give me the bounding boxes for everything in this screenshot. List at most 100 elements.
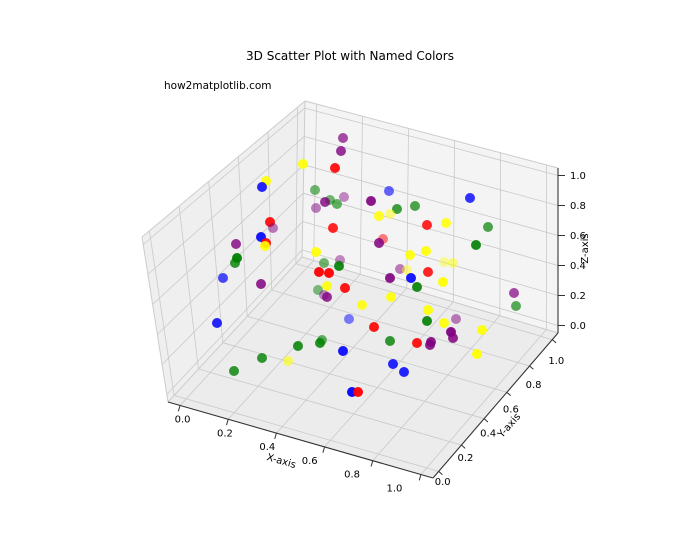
box-edge [141,100,306,238]
scatter-point-yellow [283,356,293,366]
gridline-y-leftpane [149,230,175,396]
gridline-z-leftpane [166,249,303,395]
scatter-point-red [369,322,379,332]
y-tick-mark [461,444,466,449]
gridline-y-floor [222,342,485,420]
scatter-point-blue [399,367,409,377]
x-axis-label: X-axis [265,452,297,471]
scatter-point-green [310,185,320,195]
scatter-point-red [423,267,433,277]
scatter-point-red [330,163,340,173]
scatter-point-blue [388,359,398,369]
watermark-text: how2matplotlib.com [164,80,272,92]
y-axis-line [432,332,559,479]
scatter-point-red [353,387,363,397]
z-tick-label: 0.2 [570,291,586,302]
gridline-y-leftpane [237,156,248,317]
scatter-point-green [229,366,239,376]
scatter-point-purple [451,314,461,324]
scatter-point-purple [339,192,349,202]
y-tick-label: 0.6 [503,404,519,415]
z-tick-label: 0.4 [570,261,586,272]
scatter-point-purple [385,273,395,283]
scatter-point-purple [320,197,330,207]
scatter-point-blue [218,273,228,283]
y-tick-label: 1.0 [548,356,564,367]
x-tick-label: 0.4 [259,442,275,453]
y-tick-mark [438,471,443,476]
scatter-point-yellow [386,292,396,302]
z-axis-label: Z-axis [580,233,591,263]
scatter-point-purple [322,292,332,302]
scatter-point-green [319,258,329,268]
x-tick-label: 0.0 [175,414,191,425]
scatter-point-green [392,204,402,214]
x-tick-mark [322,446,326,453]
scatter-point-yellow [298,159,308,169]
z-tick-label: 0.6 [570,231,586,242]
scatter-point-blue [406,273,416,283]
scatter-point-purple [395,264,405,274]
scatter-point-green [410,201,420,211]
scatter-point-green [385,336,395,346]
x-tick-mark [274,432,277,440]
scatter-point-green [313,285,323,295]
scatter-point-yellow [357,300,367,310]
x-axis-line [167,401,434,479]
y-tick-mark [551,339,557,344]
gridline-y-leftpane [267,131,272,290]
scatter-point-yellow [472,349,482,359]
scatter-point-yellow [438,277,448,287]
y-tick-label: 0.4 [480,429,496,440]
scatter-point-yellow [374,211,384,221]
z-tick-label: 0.0 [570,321,586,332]
gridline-x-floor [372,315,501,461]
gridline-z-rightpane [303,164,559,236]
z-tick-label: 1.0 [570,171,586,182]
scatter-point-blue [338,346,348,356]
gridline-y-leftpane [208,181,224,343]
x-tick-label: 0.8 [344,470,360,481]
y-tick-label: 0.2 [457,453,473,464]
scatter-point-green [422,316,432,326]
scatter-point-yellow [385,209,395,219]
y-tick-label: 0.8 [526,380,542,391]
x-tick-mark [226,419,229,426]
scatter-point-yellow [423,305,433,315]
scatter-point-green [293,341,303,351]
scatter-point-purple [268,223,278,233]
scatter-point-purple [311,203,321,213]
gridline-z-leftpane [152,164,305,305]
gridline-y-leftpane [178,206,199,370]
scatter-point-yellow [421,246,431,256]
x-tick-mark [370,460,374,467]
scatter-point-purple [374,238,384,248]
scatter-point-yellow [402,265,412,275]
box-edge [167,256,303,403]
scatter-point-green [334,261,344,271]
y-tick-mark [483,418,489,423]
scatter-point-green [257,353,267,363]
gridline-y-floor [173,395,439,472]
scatter-point-yellow [405,250,415,260]
x-tick-label: 0.6 [302,456,318,467]
scatter-point-green [332,199,342,209]
gridline-z-leftpane [161,221,303,365]
box-edge [301,256,559,334]
scatter-point-yellow [441,218,451,228]
y-tick-label: 0.0 [435,477,451,488]
scatter-point-purple [448,333,458,343]
gridline-y-floor [198,368,462,446]
gridline-x-rightpane [499,152,501,316]
gridline-z-rightpane [302,221,559,296]
y-tick-mark [529,365,534,370]
gridline-x-floor [179,260,314,406]
scatter-point-purple [338,133,348,143]
scatter-point-red [412,338,422,348]
scatter-point-red [422,220,432,230]
gridline-z-rightpane [303,192,559,266]
scatter-point-red [340,283,350,293]
scatter-point-green [315,338,325,348]
scatter-point-green [471,240,481,250]
scatter-point-blue [257,182,267,192]
